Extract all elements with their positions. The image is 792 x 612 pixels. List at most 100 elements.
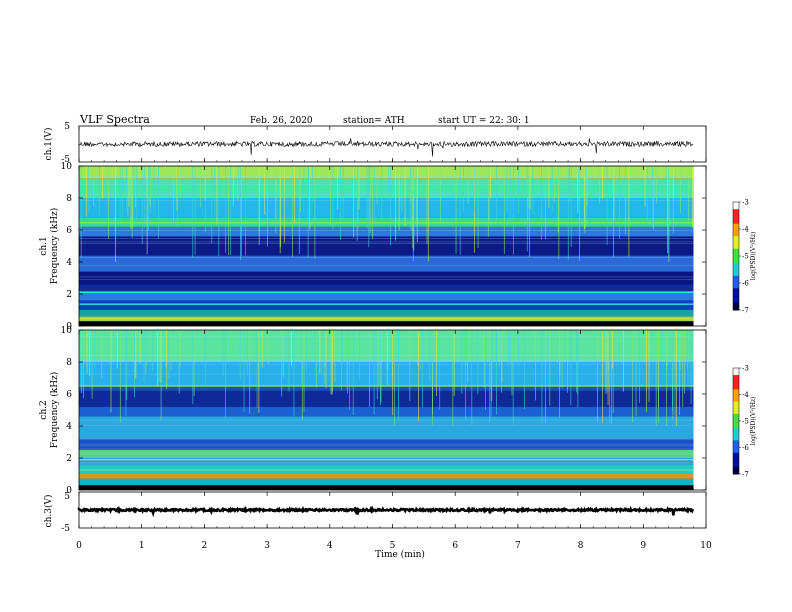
colorbar-segment xyxy=(733,308,739,311)
spectrogram-streak xyxy=(160,330,162,383)
spectrogram-streak xyxy=(570,330,572,406)
spectrogram-streak xyxy=(418,330,419,422)
spectrogram-streak xyxy=(577,330,579,408)
spectrogram-streak xyxy=(239,166,241,261)
colorbar-segment xyxy=(733,248,739,252)
spectrogram-band xyxy=(79,284,694,291)
x-tick-label: 9 xyxy=(640,541,646,551)
spectrogram-streak xyxy=(89,330,90,377)
colorbar-segment xyxy=(733,422,739,426)
spectrogram-streak xyxy=(214,166,216,218)
colorbar-segment xyxy=(733,243,739,246)
figure-title: VLF Spectra xyxy=(79,113,150,126)
colorbar-segment xyxy=(733,277,739,280)
spectrogram-band xyxy=(79,166,694,179)
ch1-spectrogram-image xyxy=(79,166,694,326)
colorbar-tick-label: -6 xyxy=(742,444,749,452)
ch1-waveform-ytick-top: 5 xyxy=(64,122,70,132)
spectrogram-streak xyxy=(501,330,502,393)
spectrogram-streak xyxy=(485,330,486,410)
spectrogram-streak xyxy=(440,166,441,225)
spectrogram-streak xyxy=(366,166,368,229)
waveform-line xyxy=(78,138,694,157)
spectrogram-streak xyxy=(679,330,681,371)
spectrogram-streak xyxy=(676,330,677,426)
spectrogram-streak xyxy=(628,166,630,257)
colorbar-segment xyxy=(733,392,739,395)
ch1-spectrogram-panel: 0 2 4 6 8 10 ch.1 Frequency (kHz) -3 -4 -5 -6 -7 l… xyxy=(39,162,757,332)
spectrogram-band xyxy=(79,438,694,450)
spectrogram-streak xyxy=(419,330,421,369)
colorbar-segment xyxy=(733,438,739,441)
colorbar-segment xyxy=(733,394,739,397)
spectrogram-streak xyxy=(180,166,182,200)
spectrogram-streak xyxy=(150,166,151,207)
colorbar-segment xyxy=(733,256,739,259)
spectrogram-streak xyxy=(567,330,568,393)
colorbar-segment xyxy=(733,270,739,273)
spectrogram-streak xyxy=(579,166,581,261)
y-tick-label: 10 xyxy=(61,162,73,172)
spectrogram-streak xyxy=(394,330,395,426)
spectrogram-streak xyxy=(93,166,94,207)
spectrogram-streak xyxy=(143,330,145,383)
y-tick-label: 6 xyxy=(66,226,72,236)
spectrogram-streak xyxy=(477,166,479,248)
spectrogram-band xyxy=(79,236,694,256)
spectrogram-streak xyxy=(128,166,130,207)
y-tick-label: 4 xyxy=(66,422,72,432)
spectrogram-streak xyxy=(146,330,148,367)
colorbar-segment xyxy=(733,301,739,304)
spectrogram-streak xyxy=(557,166,559,233)
spectrogram-streak xyxy=(490,330,492,416)
ch3-waveform-trace xyxy=(77,505,695,518)
colorbar-segment xyxy=(733,236,739,239)
colorbar-segment xyxy=(733,424,739,427)
colorbar-label: log(PSD)(V²/Hz) xyxy=(750,397,757,446)
spectrogram-streak xyxy=(489,330,491,423)
spectrogram-streak xyxy=(158,330,160,383)
spectrogram-streak xyxy=(461,330,463,394)
spectrogram-streak xyxy=(606,166,608,245)
ch1-waveform-ytick-bottom: -5 xyxy=(61,155,70,165)
spectrogram-streak xyxy=(246,330,248,376)
spectrogram-streak xyxy=(165,330,167,368)
x-tick-label: 5 xyxy=(390,541,396,551)
spectrogram-streak xyxy=(321,330,323,376)
y-tick-label: 2 xyxy=(66,290,72,300)
colorbar-segment xyxy=(733,380,739,383)
spectrogram-band xyxy=(79,416,694,439)
spectrogram-streak xyxy=(314,166,316,260)
colorbar-segment xyxy=(733,239,739,243)
spectrogram-streak xyxy=(178,330,180,394)
spectrogram-streak xyxy=(523,330,525,409)
colorbar-segment xyxy=(733,459,739,463)
colorbar-segment xyxy=(733,241,739,244)
spectrogram-streak xyxy=(577,166,579,214)
ch2-spectrogram-ylabel-channel: ch.2 xyxy=(39,400,49,419)
colorbar-segment xyxy=(733,205,739,208)
colorbar-segment xyxy=(733,279,739,282)
spectrogram-streak xyxy=(303,166,305,213)
colorbar-segment xyxy=(733,297,739,300)
spectrogram-streak xyxy=(139,330,141,364)
colorbar-tick-label: -3 xyxy=(742,365,749,373)
spectrogram-streak xyxy=(301,330,303,385)
colorbar-segment xyxy=(733,426,739,429)
ch1-spectrogram-ylabel-channel: ch.1 xyxy=(39,236,49,255)
spectrogram-streak xyxy=(535,330,536,401)
spectrogram-streak xyxy=(108,166,109,240)
spectrogram-streak xyxy=(94,330,96,368)
spectrogram-streak xyxy=(145,330,146,364)
colorbar-segment xyxy=(733,470,739,473)
spectrogram-streak xyxy=(237,166,238,200)
colorbar-segment xyxy=(733,463,739,466)
spectrogram-streak xyxy=(602,330,603,423)
spectrogram-streak xyxy=(668,166,670,258)
colorbar-tick-label: -7 xyxy=(742,307,749,315)
y-tick-label: 8 xyxy=(66,358,72,368)
date-label: Feb. 26, 2020 xyxy=(250,116,313,126)
spectrogram-streak xyxy=(135,330,137,379)
spectrogram-streak xyxy=(672,166,674,233)
spectrogram-streak xyxy=(483,330,485,388)
